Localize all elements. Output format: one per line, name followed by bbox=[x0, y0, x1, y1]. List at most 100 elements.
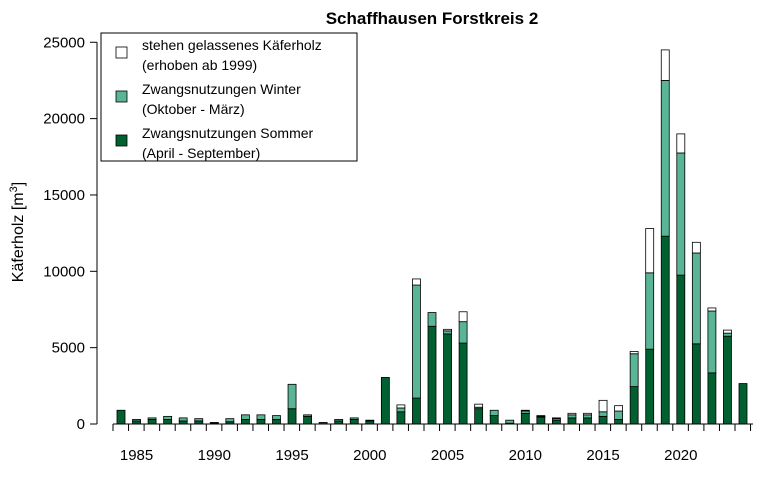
bar-1984-series-0 bbox=[116, 409, 126, 425]
bar-2015-series-0 bbox=[598, 415, 608, 425]
bar-2015-series-1 bbox=[598, 411, 608, 417]
bar-2014-series-0 bbox=[583, 417, 592, 425]
bar-1992-series-0 bbox=[240, 419, 250, 425]
bar-1998-series-1 bbox=[334, 419, 344, 422]
bar-1985-series-1 bbox=[132, 419, 141, 422]
bar-2008-series-1 bbox=[489, 409, 499, 417]
bar-2014-series-1 bbox=[583, 414, 592, 419]
legend-sublabel: (Oktober - März) bbox=[142, 101, 245, 117]
legend-sublabel: (erhoben ab 1999) bbox=[142, 57, 257, 73]
bar-2019-series-1 bbox=[660, 80, 670, 237]
bar-1990-series-1 bbox=[209, 422, 219, 424]
bar-2018-series-1 bbox=[645, 272, 655, 350]
bar-2019-series-2 bbox=[660, 49, 670, 81]
bar-2013-series-0 bbox=[567, 417, 577, 425]
legend-swatch bbox=[115, 134, 128, 147]
bar-2023-series-0 bbox=[723, 335, 732, 425]
bar-2023-series-2 bbox=[723, 329, 732, 334]
y-tick-label: 10000 bbox=[43, 263, 85, 280]
bar-2005-series-0 bbox=[443, 333, 452, 425]
legend-label: stehen gelassenes Käferholz bbox=[142, 37, 322, 53]
bar-2004-series-1 bbox=[427, 312, 437, 327]
bar-2016-series-2 bbox=[614, 405, 623, 412]
x-tick-label: 1990 bbox=[198, 447, 231, 464]
bar-2018-series-2 bbox=[645, 228, 655, 274]
y-tick-label: 20000 bbox=[43, 111, 85, 128]
bar-1999-series-0 bbox=[349, 419, 359, 425]
bar-2021-series-2 bbox=[691, 241, 701, 254]
bar-1991-series-1 bbox=[225, 418, 235, 423]
bar-2016-series-0 bbox=[614, 419, 623, 425]
bar-2001-series-0 bbox=[380, 377, 390, 425]
bar-2018-series-0 bbox=[645, 348, 655, 425]
y-axis-label: Käferholz [m3] bbox=[8, 182, 27, 282]
y-tick-label: 0 bbox=[77, 416, 85, 433]
bar-2007-series-0 bbox=[474, 408, 484, 425]
bar-1994-series-0 bbox=[272, 419, 281, 425]
bars-layer bbox=[116, 49, 748, 425]
bar-2024-series-0 bbox=[738, 383, 748, 425]
bar-1996-series-0 bbox=[303, 415, 313, 425]
y-tick-label: 5000 bbox=[52, 340, 85, 357]
bar-1995-series-0 bbox=[287, 408, 297, 425]
bar-2010-series-2 bbox=[520, 409, 530, 412]
legend-sublabel: (April - September) bbox=[142, 145, 260, 161]
bar-2013-series-2 bbox=[567, 412, 577, 416]
bar-2021-series-0 bbox=[691, 343, 701, 425]
bar-1987-series-1 bbox=[163, 415, 173, 420]
bar-2017-series-1 bbox=[629, 353, 639, 387]
bar-2010-series-0 bbox=[520, 412, 530, 425]
x-tick-label: 2000 bbox=[353, 447, 386, 464]
bar-1993-series-1 bbox=[256, 414, 266, 420]
bar-2005-series-2 bbox=[443, 328, 452, 332]
bar-2013-series-1 bbox=[567, 414, 577, 419]
y-tick-label: 15000 bbox=[43, 187, 85, 204]
x-tick-label: 1995 bbox=[275, 447, 308, 464]
bar-2022-series-0 bbox=[707, 372, 717, 425]
bar-2003-series-0 bbox=[412, 397, 421, 425]
bar-2009-series-1 bbox=[505, 419, 515, 424]
bar-2006-series-2 bbox=[458, 311, 468, 323]
x-tick-label: 2010 bbox=[509, 447, 542, 464]
bar-2020-series-2 bbox=[676, 133, 686, 154]
x-axis: 1985 1990 1995 2000 2005 2010 2015 2020 bbox=[112, 423, 753, 464]
bar-2022-series-1 bbox=[707, 310, 717, 374]
bar-2012-series-2 bbox=[552, 417, 561, 420]
bar-1995-series-1 bbox=[287, 383, 297, 410]
bar-2016-series-1 bbox=[614, 410, 623, 420]
legend-label: Zwangsnutzungen Sommer bbox=[142, 125, 314, 141]
bar-2017-series-2 bbox=[629, 351, 639, 355]
bar-2015-series-2 bbox=[598, 399, 608, 413]
bar-2011-series-0 bbox=[536, 416, 546, 425]
bar-2003-series-1 bbox=[412, 284, 421, 399]
bar-2000-series-2 bbox=[365, 419, 375, 422]
bar-2017-series-0 bbox=[629, 386, 639, 425]
chart-title: Schaffhausen Forstkreis 2 bbox=[326, 9, 539, 28]
bar-1994-series-1 bbox=[272, 415, 281, 420]
bar-2020-series-1 bbox=[676, 152, 686, 276]
bar-2020-series-0 bbox=[676, 274, 686, 425]
y-axis: 0 5000 10000 15000 20000 25000 bbox=[43, 34, 98, 433]
bar-1986-series-0 bbox=[147, 419, 157, 425]
bar-1992-series-1 bbox=[240, 414, 250, 420]
legend-swatch bbox=[115, 90, 128, 103]
bar-2007-series-2 bbox=[474, 403, 484, 408]
bar-2011-series-2 bbox=[536, 415, 546, 417]
bar-2008-series-0 bbox=[489, 415, 499, 425]
legend-swatch bbox=[115, 46, 128, 59]
y-tick-label: 25000 bbox=[43, 34, 85, 51]
x-tick-label: 1985 bbox=[120, 447, 153, 464]
x-tick-label: 2015 bbox=[586, 447, 619, 464]
bar-2003-series-2 bbox=[412, 278, 421, 286]
bar-2014-series-2 bbox=[583, 412, 592, 416]
bar-2019-series-0 bbox=[660, 235, 670, 425]
bar-1988-series-1 bbox=[178, 417, 188, 422]
bar-2006-series-1 bbox=[458, 321, 468, 344]
bar-2006-series-0 bbox=[458, 342, 468, 425]
bar-2002-series-2 bbox=[396, 404, 406, 409]
bar-1996-series-1 bbox=[303, 414, 313, 417]
legend: stehen gelassenes Käferholz (erhoben ab 1… bbox=[100, 32, 358, 162]
x-tick-label: 2005 bbox=[431, 447, 464, 464]
bar-1993-series-0 bbox=[256, 419, 266, 425]
